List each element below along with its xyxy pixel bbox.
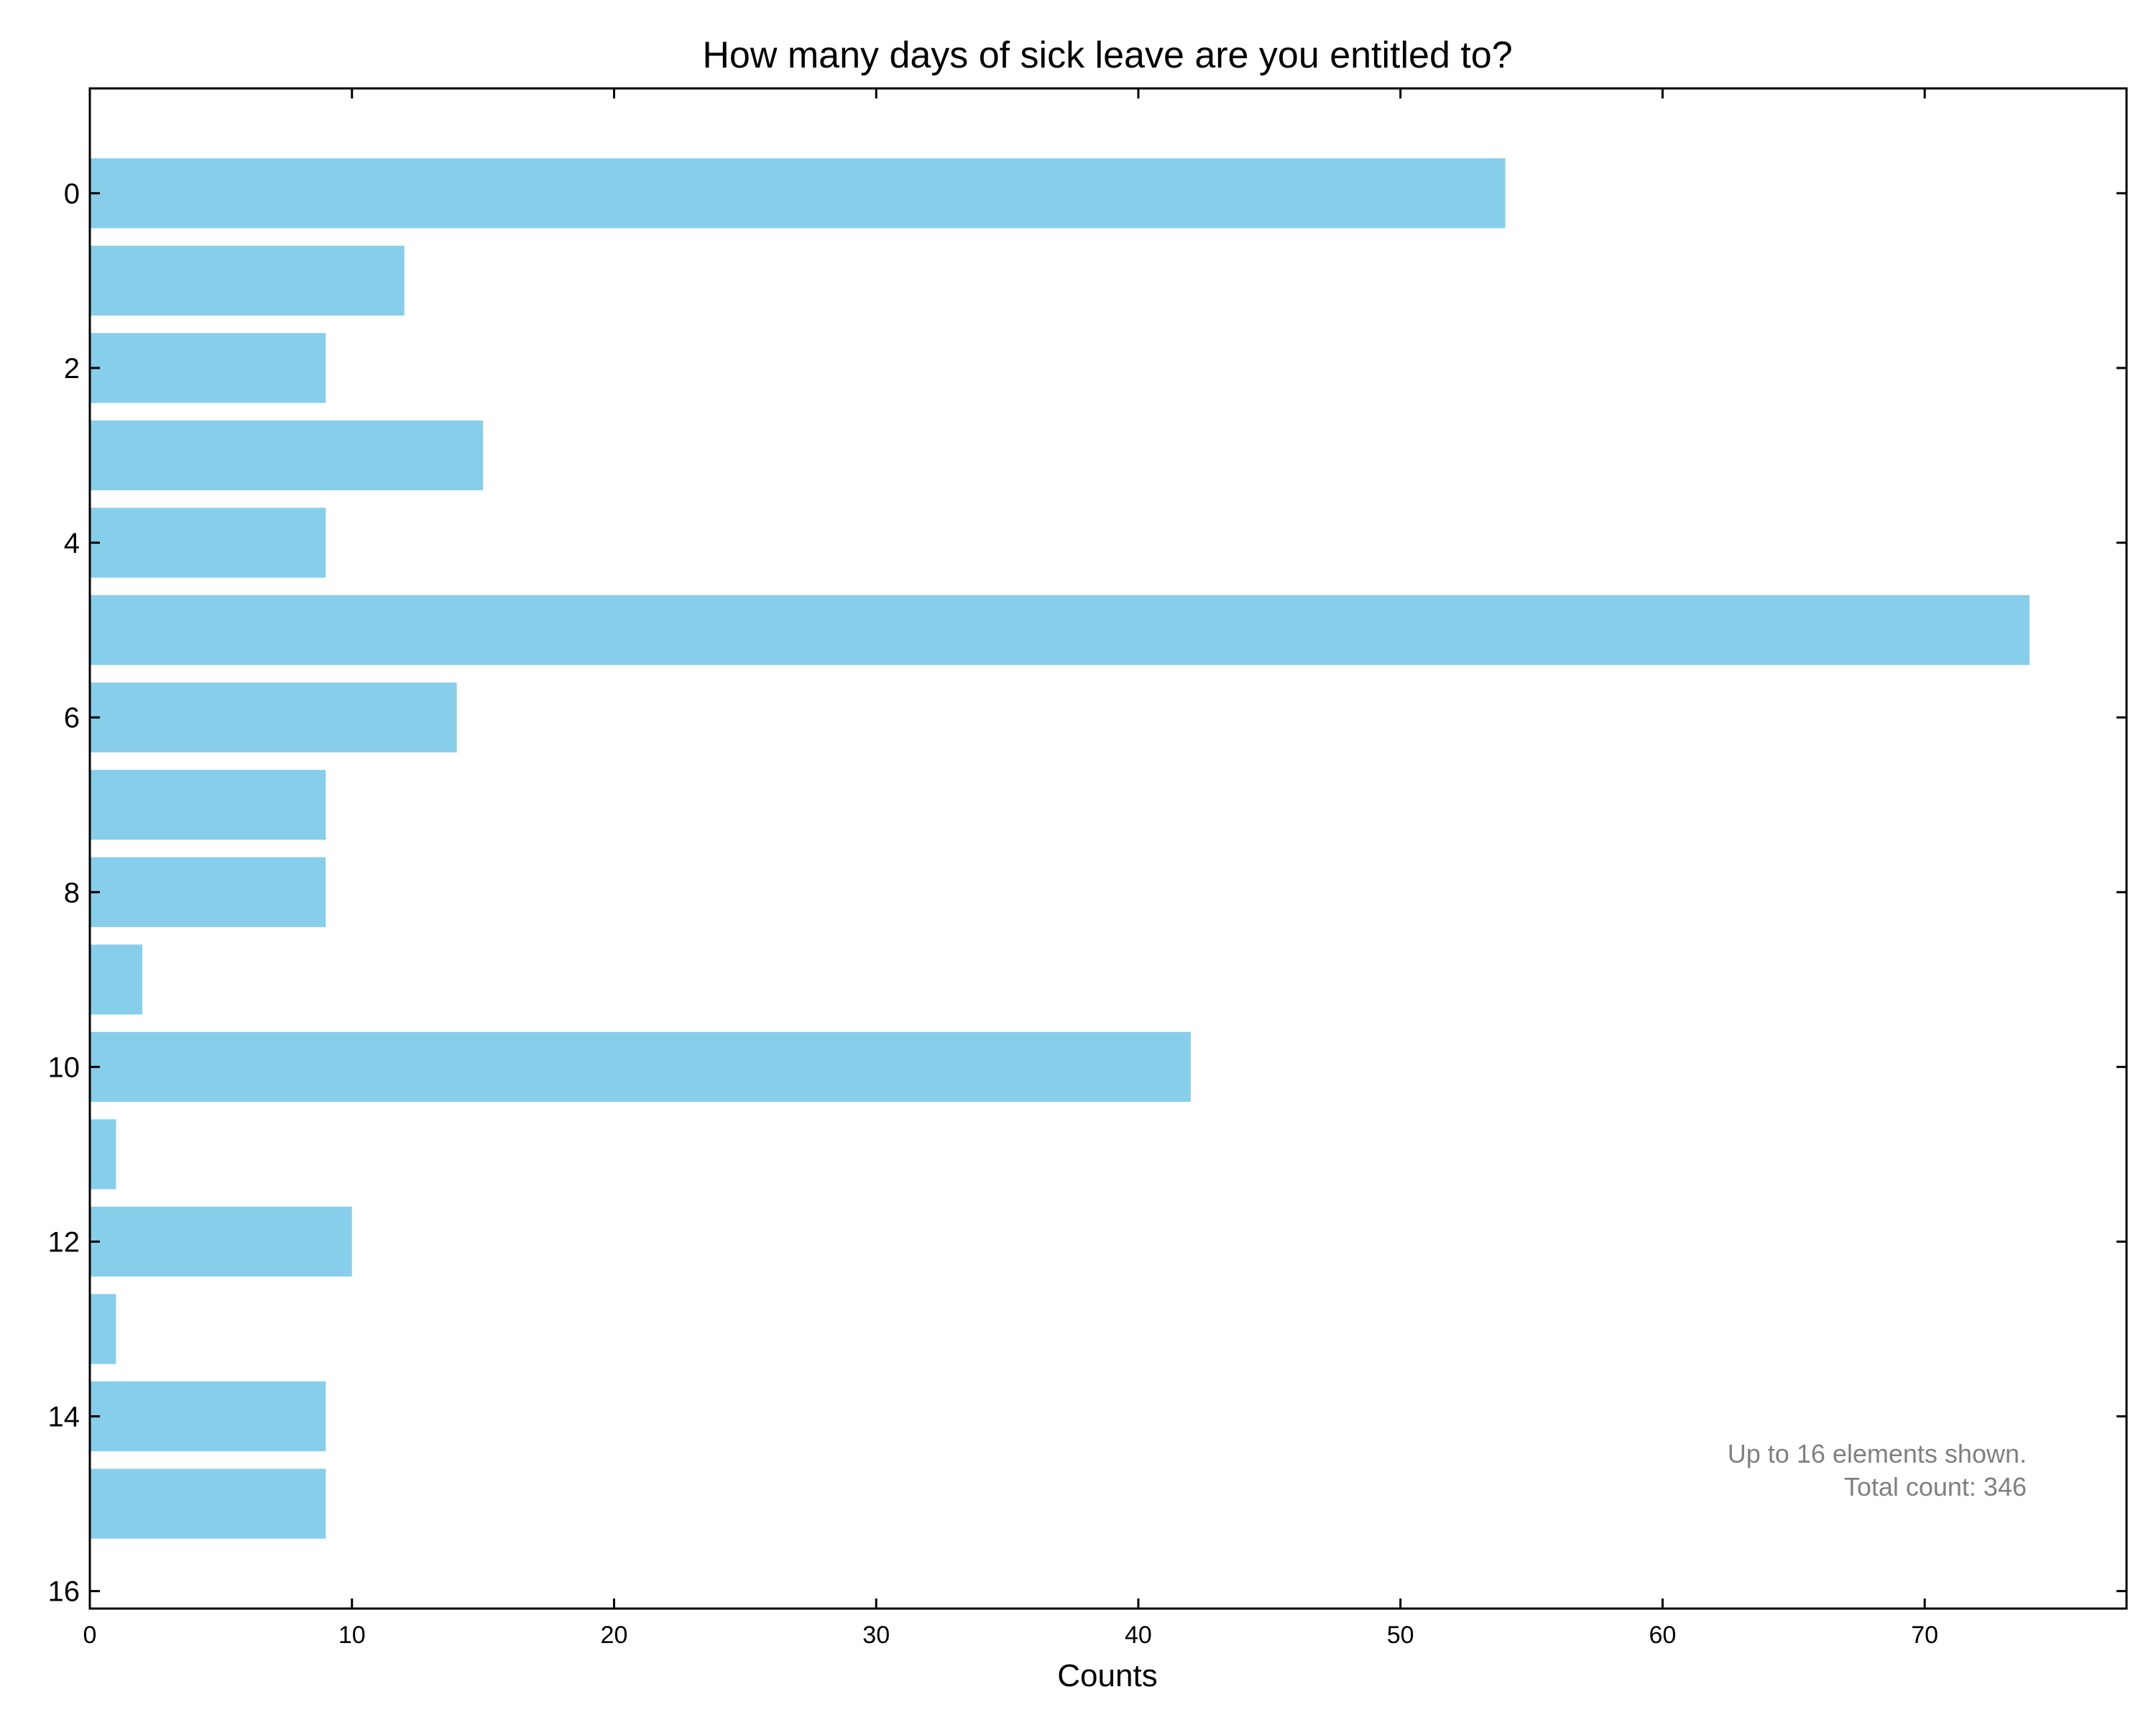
x-tick-label: 20 xyxy=(601,1622,628,1649)
y-tick-label: 16 xyxy=(48,1576,80,1608)
y-tick-label: 14 xyxy=(48,1402,80,1433)
bar-4 xyxy=(90,507,326,578)
x-axis-label: Counts xyxy=(1057,1658,1157,1693)
bar-1 xyxy=(90,245,405,316)
x-tick-label: 0 xyxy=(83,1622,97,1649)
y-tick-label: 10 xyxy=(48,1052,80,1083)
x-tick-label: 50 xyxy=(1387,1622,1414,1649)
bar-9 xyxy=(90,944,142,1015)
bar-7 xyxy=(90,770,326,840)
y-axis: 0 2 4 6 8 10 12 14 16 xyxy=(48,178,2127,1608)
bar-14 xyxy=(90,1381,326,1452)
bar-0 xyxy=(90,158,1506,229)
x-tick-label: 40 xyxy=(1125,1622,1152,1649)
bar-6 xyxy=(90,682,457,753)
x-axis: 0 10 20 30 40 50 60 70 xyxy=(83,88,1938,1649)
x-tick-label: 10 xyxy=(338,1622,366,1649)
bar-10 xyxy=(90,1031,1191,1102)
bar-2 xyxy=(90,333,326,403)
bar-8 xyxy=(90,857,326,927)
y-tick-label: 0 xyxy=(64,178,80,210)
y-tick-label: 4 xyxy=(64,528,80,559)
x-tick-label: 30 xyxy=(862,1622,890,1649)
bar-3 xyxy=(90,420,484,491)
bar-13 xyxy=(90,1294,116,1364)
x-tick-label: 70 xyxy=(1911,1622,1938,1649)
bar-5 xyxy=(90,595,2030,666)
bar-11 xyxy=(90,1119,116,1190)
annotation-line-2: Total count: 346 xyxy=(1844,1472,2027,1501)
y-tick-label: 12 xyxy=(48,1226,80,1258)
annotation-line-1: Up to 16 elements shown. xyxy=(1728,1439,2027,1468)
y-tick-label: 8 xyxy=(64,877,80,908)
chart-title: How many days of sick leave are you enti… xyxy=(702,34,1512,76)
bar-12 xyxy=(90,1206,352,1277)
bars-group xyxy=(90,158,2030,1539)
bar-15 xyxy=(90,1468,326,1539)
y-tick-label: 6 xyxy=(64,702,80,734)
x-tick-label: 60 xyxy=(1649,1622,1677,1649)
plot-frame xyxy=(88,87,2128,1610)
y-tick-label: 2 xyxy=(64,353,80,385)
